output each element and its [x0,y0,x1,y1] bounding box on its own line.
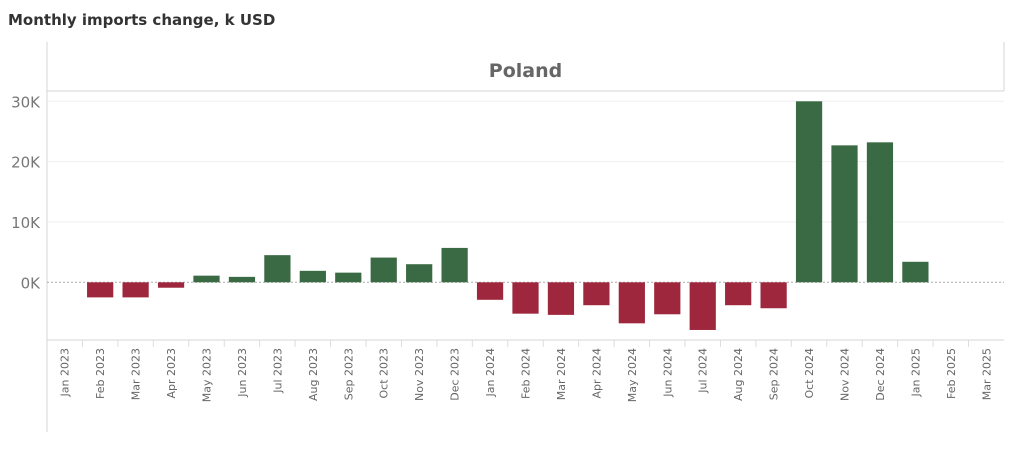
bar-jun-2023 [228,276,256,283]
x-tick-label: Feb 2024 [520,348,533,399]
bar-jan-2024 [476,282,504,300]
y-tick-label: 20K [11,154,41,172]
x-tick-label: Jul 2024 [697,348,710,394]
x-tick-label: Nov 2023 [413,348,426,401]
bar-jul-2024 [689,282,716,330]
bar-apr-2023 [157,282,185,288]
x-tick-label: Dec 2023 [449,348,462,401]
bar-mar-2024 [547,282,575,315]
bar-may-2024 [618,282,645,324]
x-tick-label: Apr 2024 [590,348,603,399]
x-tick-label: Feb 2025 [945,348,958,399]
x-tick-label: Mar 2025 [980,348,993,400]
x-tick-label: Nov 2024 [839,348,852,401]
bar-oct-2024 [795,101,823,283]
x-tick-label: Dec 2024 [874,348,887,401]
panel-title: Poland [489,60,562,82]
x-tick-label: Jan 2023 [59,348,72,397]
x-tick-label: Jan 2024 [484,348,497,397]
x-tick-label: Oct 2024 [803,348,816,399]
x-tick-label: Mar 2023 [130,348,143,400]
bar-nov-2024 [831,145,858,283]
bar-apr-2024 [583,282,610,306]
bar-feb-2024 [512,282,539,314]
bar-aug-2023 [299,270,326,283]
bar-jul-2023 [264,255,291,283]
bar-may-2023 [193,275,220,283]
x-tick-label: Feb 2023 [94,348,107,399]
x-tick-label: Jun 2024 [661,348,674,398]
x-tick-label: Apr 2023 [165,348,178,399]
x-tick-label: Jan 2025 [909,348,922,397]
bar-oct-2023 [370,257,397,283]
bar-dec-2024 [866,142,894,283]
chart-title: Monthly imports change, k USD [8,11,276,29]
y-tick-label: 0K [21,274,42,292]
y-tick-label: 10K [11,214,41,232]
bar-sep-2023 [335,272,362,283]
x-tick-label: Jun 2023 [236,348,249,398]
x-tick-label: Sep 2024 [768,348,781,400]
bar-feb-2023 [87,282,114,298]
x-tick-label: Mar 2024 [555,348,568,400]
x-tick-label: May 2023 [201,348,214,402]
x-tick-label: May 2024 [626,348,639,402]
x-tick-label: Aug 2024 [732,348,745,401]
bar-aug-2024 [725,282,752,306]
x-tick-label: Sep 2023 [342,348,355,400]
x-tick-label: Oct 2023 [378,348,391,399]
x-tick-label: Aug 2023 [307,348,320,401]
bar-sep-2024 [760,282,787,309]
bar-nov-2023 [406,264,433,283]
bar-dec-2023 [441,247,468,283]
x-tick-label: Jul 2023 [271,348,284,394]
bar-jun-2024 [654,282,681,315]
bar-jan-2025 [902,261,929,283]
bar-mar-2023 [122,282,149,298]
y-tick-label: 30K [11,93,41,111]
